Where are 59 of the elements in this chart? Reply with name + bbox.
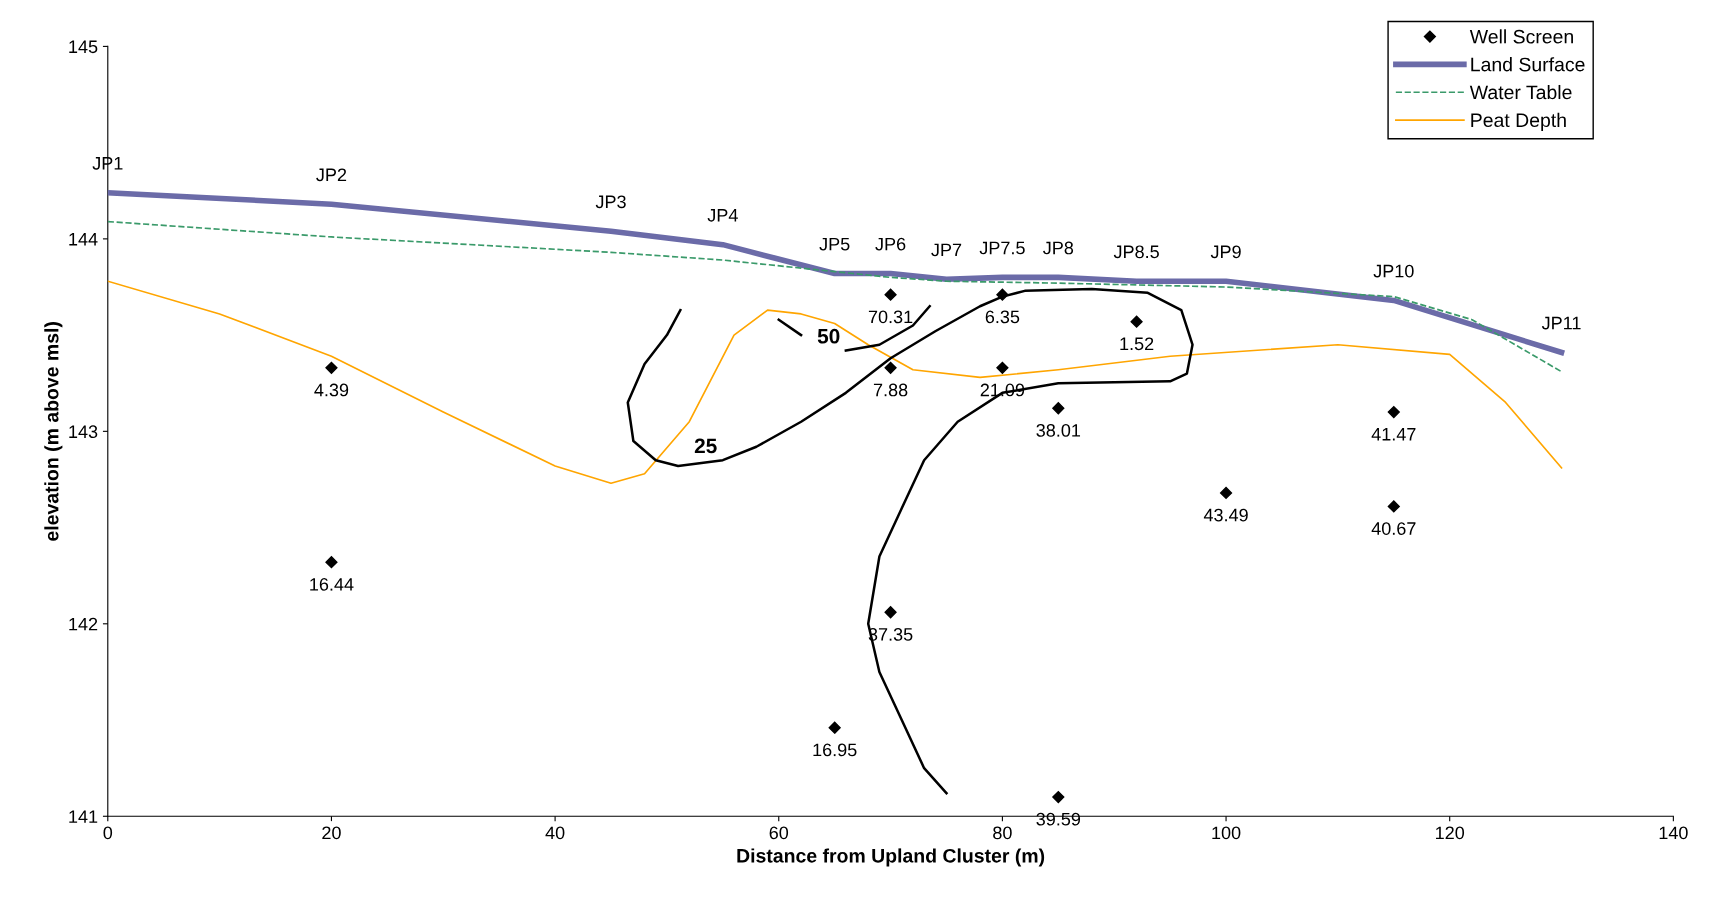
point [1052,790,1065,804]
y-tick-label: 145 [69,40,98,54]
annotation: JP3 [595,195,626,209]
point [996,288,1009,301]
point [325,361,338,374]
point [1130,315,1143,328]
annotation: 6.35 [985,310,1020,324]
x-tick-label: 20 [322,826,341,840]
point [884,288,897,301]
annotation: 16.44 [310,577,354,591]
annotation: 50 [817,328,840,344]
annotation: 25 [694,438,717,454]
annotation: JP5 [819,237,850,251]
x-axis-title: Distance from Upland Cluster (m) [737,848,1045,867]
point [1219,486,1233,500]
annotation: 7.88 [873,383,908,397]
x-tick-label: 120 [1436,826,1465,840]
x-tick-label: 40 [545,826,565,840]
annotation: JP8 [1043,241,1074,255]
point [1052,402,1065,415]
annotation: JP4 [707,209,738,222]
y-axis-title: elevation (m above msl) [44,322,63,541]
point [828,721,841,734]
annotation: 40.67 [1371,522,1416,535]
legend-label: Land Surface [1471,57,1585,72]
annotation: 41.47 [1371,428,1416,441]
annotation: JP6 [875,237,906,251]
x-tick-label: 80 [993,826,1012,840]
annotation: 16.95 [813,743,857,757]
annotation: 43.49 [1203,508,1248,522]
legend-label: Peat Depth [1471,112,1566,131]
x-tick-label: 0 [103,826,113,840]
annotation: JP7.5 [979,241,1025,255]
legend-label: Water Table [1469,84,1572,100]
y-tick-label: 144 [69,233,98,246]
x-tick-label: 140 [1659,826,1688,840]
annotation: 1.52 [1120,337,1154,351]
annotation: 38.01 [1036,424,1081,437]
y-tick-label: 142 [69,617,98,631]
x-tick-label: 60 [769,826,789,840]
line-series [626,287,1194,795]
annotation: JP7 [931,243,962,257]
annotation: JP11 [1541,316,1581,330]
point [884,361,897,374]
point [1387,500,1400,513]
annotation: JP9 [1210,245,1241,259]
annotation: 4.39 [314,383,349,397]
annotation: 70.31 [868,310,913,324]
point [884,606,897,619]
annotation: JP8.5 [1113,245,1159,259]
point [325,556,338,569]
annotation: JP10 [1373,264,1414,278]
point [996,361,1009,374]
y-tick-label: 143 [69,425,98,439]
y-tick-label: 141 [69,810,98,823]
legend-label: Well Screen [1469,29,1573,44]
x-tick-label: 100 [1212,826,1241,840]
annotation: JP2 [316,168,347,182]
point [1387,405,1400,419]
